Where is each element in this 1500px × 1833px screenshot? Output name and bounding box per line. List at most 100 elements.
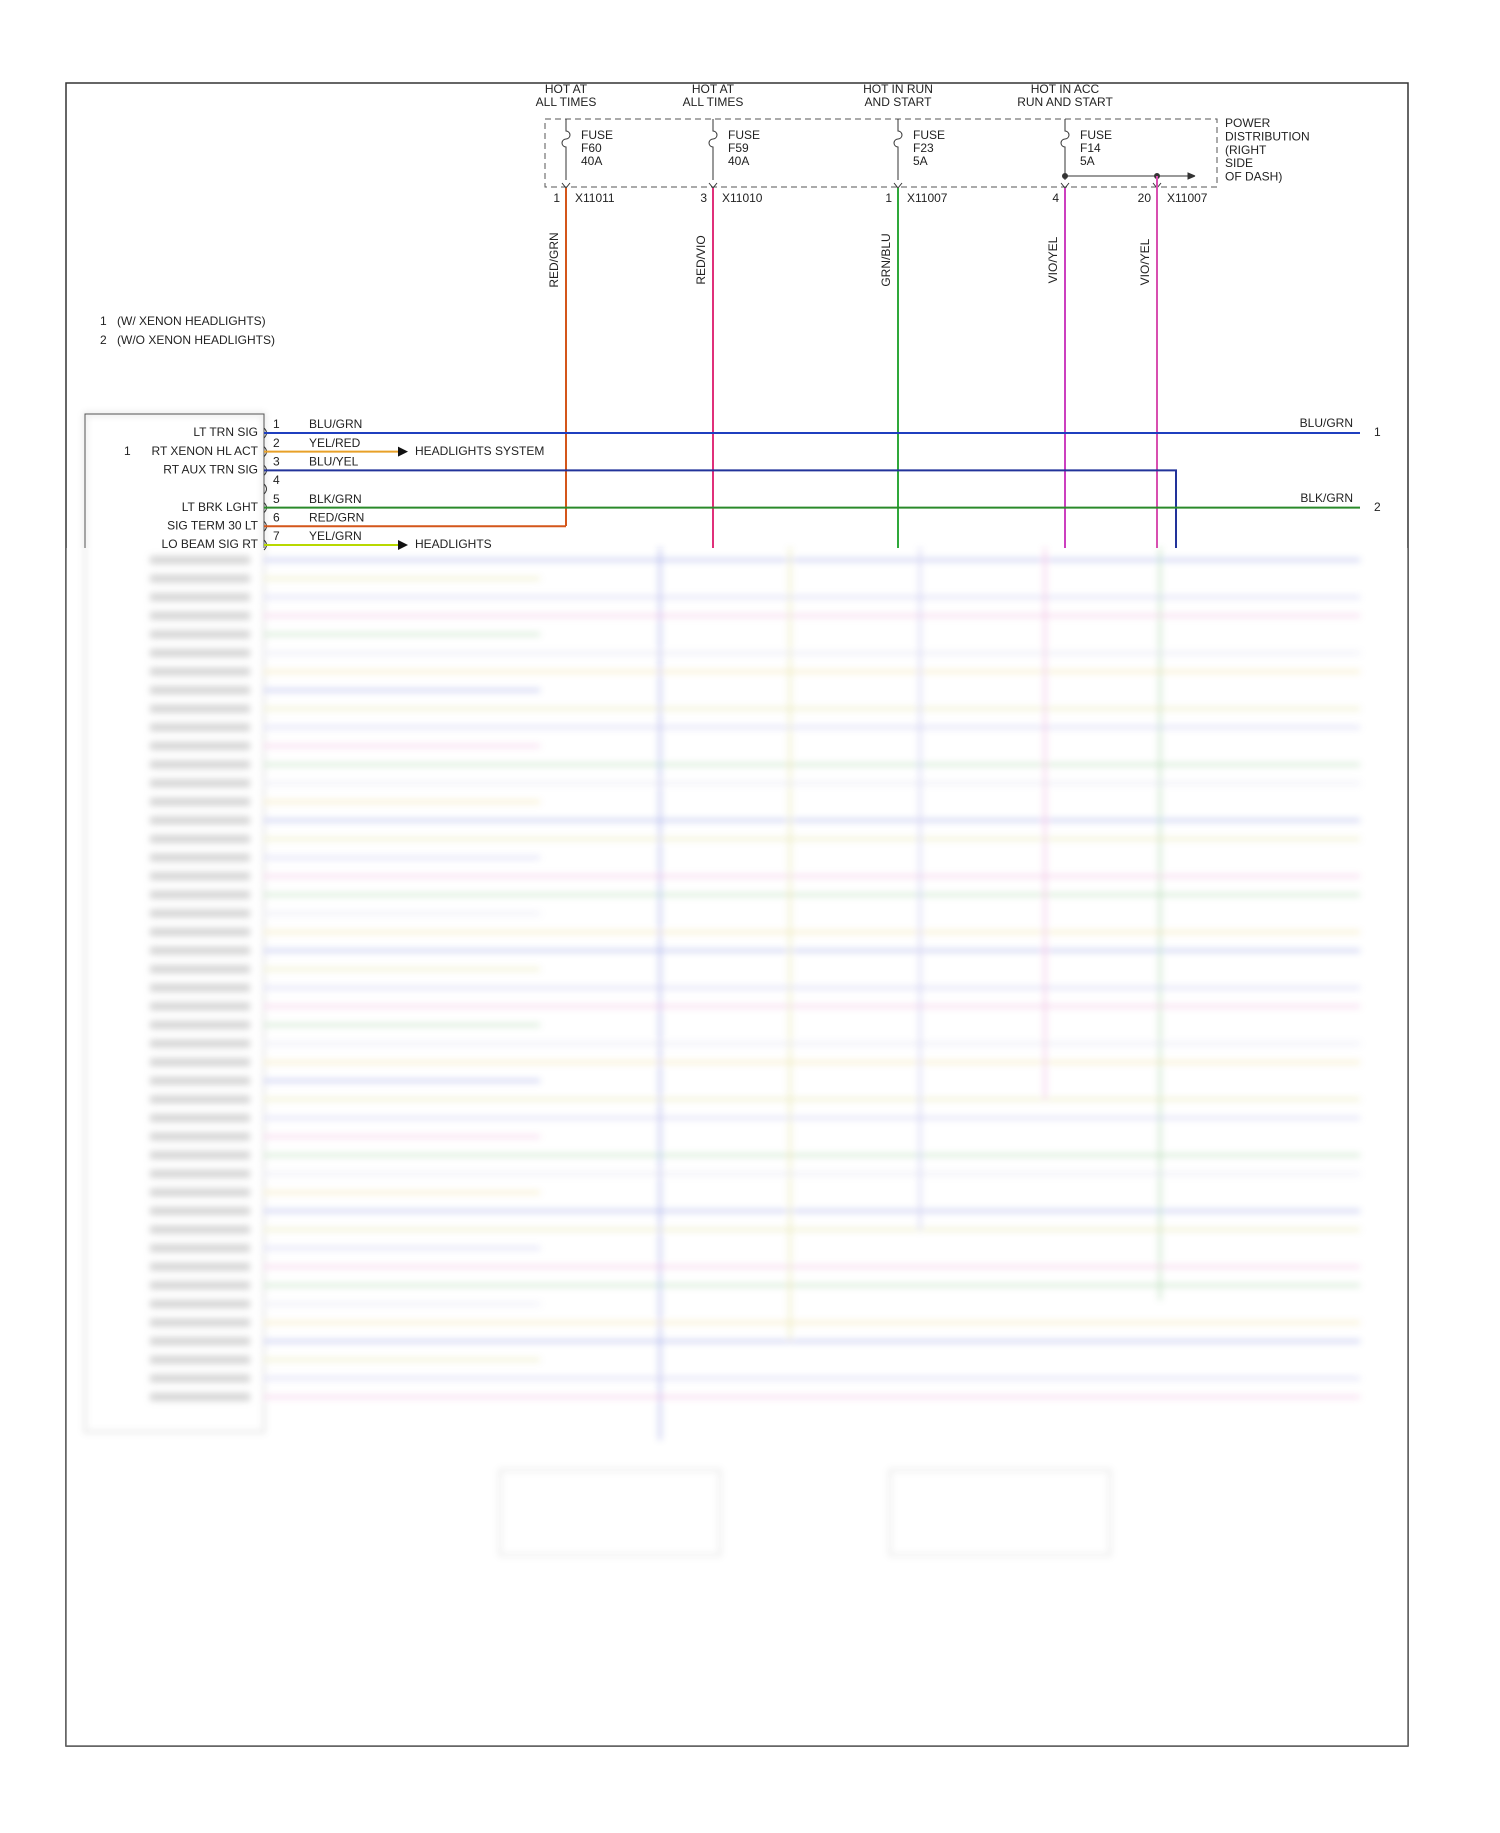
- pin-number: 6: [273, 510, 280, 524]
- blurred-label: [150, 1355, 250, 1364]
- blurred-label: [150, 1076, 250, 1085]
- fuse-label: 40A: [728, 154, 749, 168]
- power-distribution: POWER: [1225, 116, 1271, 130]
- wire-label: RED/GRN: [547, 232, 561, 287]
- pin-label: LT TRN SIG: [193, 425, 258, 439]
- wire-label: YEL/RED: [309, 436, 361, 450]
- bus: [1065, 172, 1196, 180]
- blurred-label: [150, 1095, 250, 1104]
- fuse-symbol: [708, 119, 718, 180]
- blurred-label: [150, 556, 250, 564]
- blurred-label: [150, 1151, 250, 1160]
- fuse-label: FUSE: [581, 128, 613, 142]
- pin-number: 1: [885, 191, 892, 205]
- arrow: [398, 539, 408, 550]
- blurred-label: [150, 1132, 250, 1141]
- blurred-label: [150, 704, 250, 713]
- blurred-label: [150, 909, 250, 918]
- fuse-header: HOT IN RUN: [863, 82, 933, 96]
- blurred-label: [150, 742, 250, 750]
- blurred-label: [150, 890, 250, 899]
- wire-label: VIO/YEL: [1138, 238, 1152, 285]
- fuse-header: RUN AND START: [1017, 95, 1113, 109]
- fuse-header: HOT AT: [692, 82, 735, 96]
- blurred-label: [150, 1262, 250, 1271]
- fuse-label: 40A: [581, 154, 602, 168]
- blurred-label: [150, 816, 250, 825]
- blurred-label: [150, 1114, 250, 1122]
- fuse-symbol: [1060, 119, 1070, 180]
- wire-label: BLU/YEL: [309, 454, 359, 468]
- fuse-label: FUSE: [913, 128, 945, 142]
- blurred-label: [150, 1225, 250, 1234]
- fuse-label: 5A: [1080, 154, 1095, 168]
- fuse-label: FUSE: [1080, 128, 1112, 142]
- fuse-label: 5A: [913, 154, 928, 168]
- blurred-label: [150, 1281, 250, 1290]
- blurred-label: [150, 667, 250, 676]
- right-wire-label: BLU/GRN: [1300, 416, 1353, 430]
- pin-number: 1: [553, 191, 560, 205]
- pin-number: 3: [700, 191, 707, 205]
- blurred-label: [150, 1374, 250, 1383]
- power-distribution: DISTRIBUTION: [1225, 129, 1310, 143]
- blurred-label: [150, 1039, 250, 1048]
- wire-label: BLK/GRN: [309, 492, 362, 506]
- blurred-component: [499, 1469, 721, 1556]
- wire-label: RED/VIO: [694, 235, 708, 284]
- blurred-label: [150, 630, 250, 639]
- pin-number: 3: [273, 454, 280, 468]
- power-distribution: SIDE: [1225, 156, 1253, 170]
- connector-label: X11011: [575, 191, 615, 205]
- fuse-symbol: [561, 119, 571, 180]
- frame: [65, 82, 1409, 1747]
- power-distribution: OF DASH): [1225, 169, 1282, 183]
- blurred-label: [150, 946, 250, 955]
- blurred-label: [150, 797, 250, 806]
- fuse-label: FUSE: [728, 128, 760, 142]
- blur-veil: [66, 548, 1408, 1746]
- destination: HEADLIGHTS: [415, 537, 492, 551]
- blurred-label: [150, 1021, 250, 1029]
- fuse-symbol: [893, 119, 903, 180]
- blurred-label: [150, 593, 250, 602]
- power-distribution: (RIGHT: [1225, 143, 1267, 157]
- pin-number: 1: [273, 417, 280, 431]
- pin-tick: [263, 483, 267, 495]
- pin-label: LT BRK LGHT: [182, 500, 259, 514]
- wire-label: YEL/GRN: [309, 529, 362, 543]
- pin-label: RT AUX TRN SIG: [163, 462, 258, 476]
- blurred-label: [150, 611, 250, 620]
- fuse-header: HOT IN ACC: [1031, 82, 1100, 96]
- blurred-label: [150, 760, 250, 769]
- blurred-label: [150, 1002, 250, 1011]
- note-text: (W/O XENON HEADLIGHTS): [117, 333, 275, 347]
- blurred-label: [150, 928, 250, 936]
- blurred-label: [150, 1188, 250, 1197]
- blurred-label: [150, 1300, 250, 1308]
- fuse-label: F59: [728, 141, 749, 155]
- pin-number: 4: [273, 473, 280, 487]
- pin-label: SIG TERM 30 LT: [167, 518, 259, 532]
- arrow: [398, 446, 408, 457]
- fuse-header: ALL TIMES: [683, 95, 744, 109]
- connector-label: X11007: [907, 191, 948, 205]
- wire-label: GRN/BLU: [879, 233, 893, 286]
- connector-label: X11010: [722, 191, 763, 205]
- fuse-label: F23: [913, 141, 934, 155]
- blurred-label: [150, 965, 250, 974]
- blurred-label: [150, 1058, 250, 1067]
- blurred-label: [150, 1244, 250, 1253]
- fuse-header: ALL TIMES: [536, 95, 597, 109]
- fuse-label: F14: [1080, 141, 1101, 155]
- fuse-box: [544, 118, 1218, 188]
- pin-label: LO BEAM SIG RT: [162, 537, 259, 551]
- note-number: 1: [100, 314, 107, 328]
- wire-label: BLU/GRN: [309, 417, 362, 431]
- wire: [264, 469, 1177, 548]
- blurred-label: [150, 1169, 250, 1178]
- blurred-label: [150, 872, 250, 881]
- blurred-label: [150, 1318, 250, 1327]
- blurred-label: [150, 983, 250, 992]
